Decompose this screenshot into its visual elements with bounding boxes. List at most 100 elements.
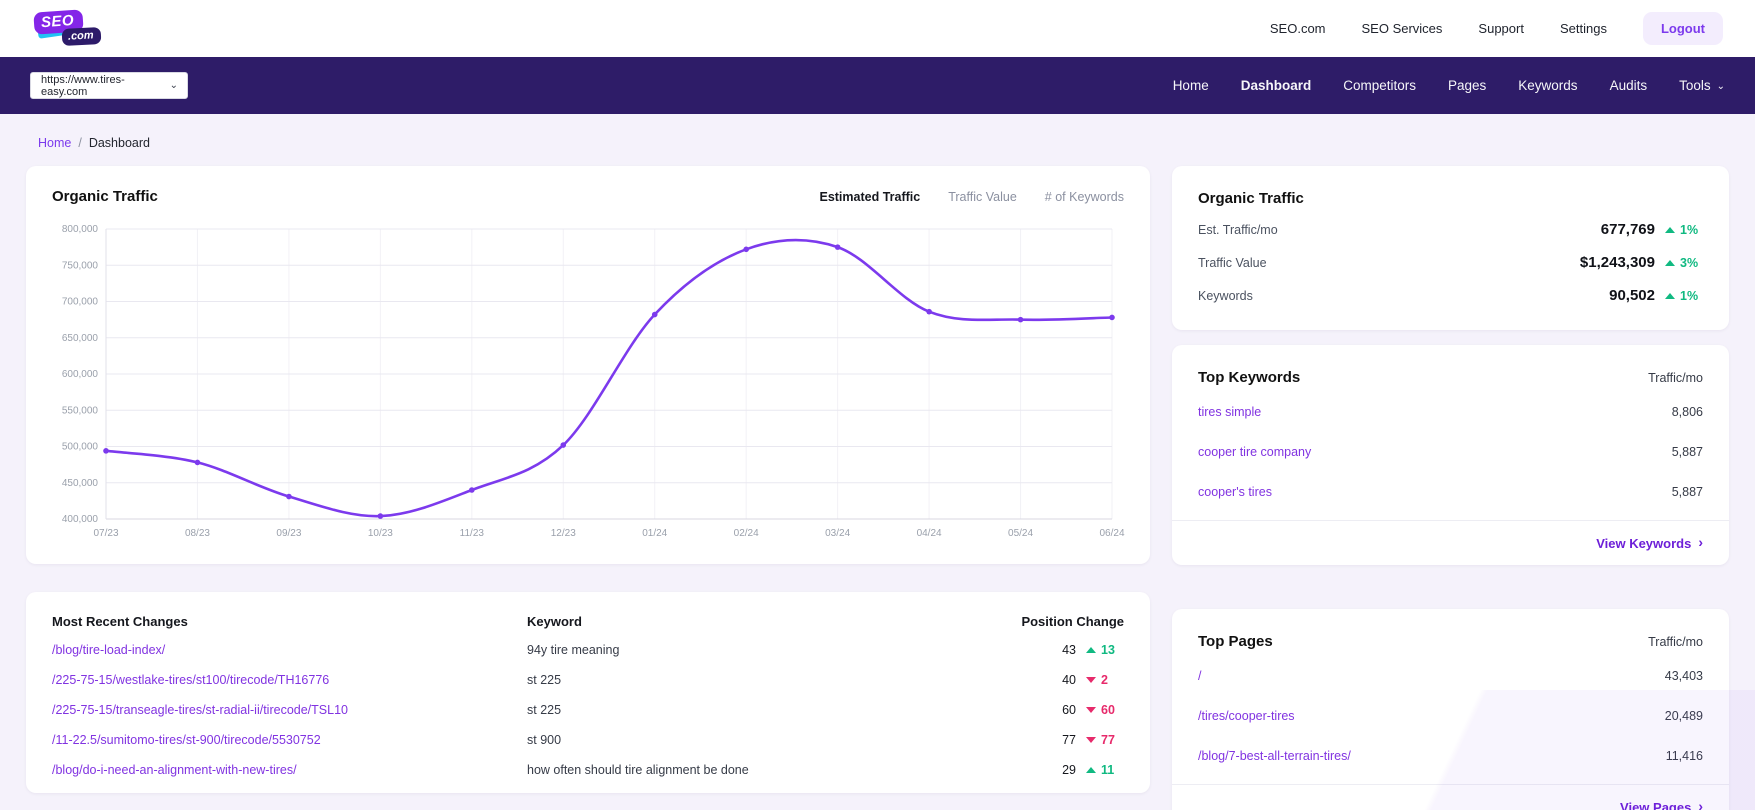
list-item: /blog/7-best-all-terrain-tires/ 11,416: [1198, 749, 1703, 763]
site-selector-dropdown[interactable]: https://www.tires-easy.com ⌄: [30, 72, 188, 99]
tab-num-keywords[interactable]: # of Keywords: [1044, 189, 1124, 204]
top-nav-support[interactable]: Support: [1478, 21, 1524, 36]
list-item: cooper's tires 5,887: [1198, 485, 1703, 499]
svg-text:450,000: 450,000: [62, 478, 99, 489]
top-header: SEO .com SEO.com SEO Services Support Se…: [0, 0, 1755, 57]
table-row-keyword: 94y tire meaning: [527, 643, 620, 657]
page-link[interactable]: /: [1198, 669, 1202, 683]
top-pages-title: Top Pages: [1198, 633, 1273, 650]
svg-text:550,000: 550,000: [62, 405, 99, 416]
tab-dashboard[interactable]: Dashboard: [1240, 78, 1312, 93]
svg-text:800,000: 800,000: [62, 224, 99, 235]
tab-keywords[interactable]: Keywords: [1518, 78, 1578, 93]
svg-text:600,000: 600,000: [62, 369, 99, 380]
tab-estimated-traffic[interactable]: Estimated Traffic: [819, 189, 921, 204]
table-row-page-link: /blog/do-i-need-an-alignment-with-new-ti…: [52, 763, 297, 777]
chevron-right-icon: ›: [1698, 534, 1703, 550]
keyword-link[interactable]: cooper tire company: [1198, 445, 1312, 459]
table-row-keyword: st 900: [527, 733, 562, 747]
site-selector-value: https://www.tires-easy.com: [41, 73, 125, 98]
table-row-keyword: st 225: [527, 703, 562, 717]
svg-text:400,000: 400,000: [62, 514, 99, 525]
table-row-position: 40 2: [1062, 673, 1108, 687]
chart-card-title: Organic Traffic: [52, 188, 158, 205]
tab-competitors[interactable]: Competitors: [1343, 78, 1416, 93]
changes-header-page: Most Recent Changes: [52, 614, 188, 629]
breadcrumb: Home / Dashboard: [38, 136, 1729, 150]
tab-tools-label: Tools: [1679, 78, 1711, 93]
list-item: cooper tire company 5,887: [1198, 445, 1703, 459]
tab-pages[interactable]: Pages: [1448, 78, 1487, 93]
svg-text:11/23: 11/23: [460, 528, 485, 539]
organic-traffic-stats-card: Organic Traffic Est. Traffic/mo 677,769 …: [1172, 166, 1729, 330]
change-arrow-icon: [1086, 707, 1096, 713]
table-row-page-link: /blog/tire-load-index/: [52, 643, 166, 657]
svg-text:06/24: 06/24: [1099, 528, 1124, 539]
breadcrumb-separator: /: [78, 136, 82, 150]
organic-traffic-chart-card: Organic Traffic Estimated Traffic Traffi…: [26, 166, 1150, 564]
page-link[interactable]: /tires/cooper-tires: [1198, 709, 1295, 723]
breadcrumb-current: Dashboard: [88, 136, 150, 150]
site-navbar: https://www.tires-easy.com ⌄ Home Dashbo…: [0, 57, 1755, 114]
table-row-keyword: st 225: [527, 673, 562, 687]
change-arrow-icon: [1086, 767, 1096, 773]
most-recent-changes-card: Most Recent Changes Keyword Position Cha…: [26, 592, 1150, 793]
seo-com-logo[interactable]: SEO .com: [32, 8, 102, 49]
svg-text:650,000: 650,000: [62, 333, 99, 344]
table-row-page-link: /225-75-15/transeagle-tires/st-radial-ii…: [52, 703, 348, 717]
chart-metric-tabs: Estimated Traffic Traffic Value # of Key…: [819, 190, 1124, 204]
tab-tools[interactable]: Tools ⌄: [1679, 78, 1725, 93]
svg-text:01/24: 01/24: [642, 528, 667, 539]
view-keywords-link[interactable]: View Keywords ›: [1596, 534, 1703, 551]
svg-text:10/23: 10/23: [368, 528, 393, 539]
top-nav: SEO.com SEO Services Support Settings Lo…: [1270, 12, 1723, 45]
changes-header-position: Position Change: [1021, 614, 1124, 629]
svg-text:05/24: 05/24: [1008, 528, 1033, 539]
change-arrow-icon: [1086, 647, 1096, 653]
changes-header-keyword: Keyword: [527, 614, 582, 629]
chevron-right-icon: ›: [1698, 798, 1703, 810]
view-pages-link[interactable]: View Pages ›: [1620, 798, 1703, 810]
svg-text:04/24: 04/24: [917, 528, 942, 539]
keyword-link[interactable]: tires simple: [1198, 405, 1262, 419]
stats-card-title: Organic Traffic: [1198, 190, 1304, 207]
site-menu: Home Dashboard Competitors Pages Keyword…: [1173, 78, 1725, 93]
svg-text:700,000: 700,000: [62, 297, 99, 308]
logout-button[interactable]: Logout: [1642, 12, 1723, 45]
tab-traffic-value[interactable]: Traffic Value: [948, 189, 1017, 204]
stat-row-est-traffic: Est. Traffic/mo 677,769 1%: [1198, 221, 1699, 238]
organic-traffic-line-chart: 400,000 450,000 500,000 550,000 600,000 650,0…: [52, 215, 1125, 545]
stat-row-traffic-value: Traffic Value $1,243,309 3%: [1198, 254, 1699, 271]
trend-up-icon: [1665, 259, 1675, 266]
top-nav-seo-com[interactable]: SEO.com: [1269, 21, 1326, 36]
tab-home[interactable]: Home: [1172, 78, 1209, 93]
tab-audits[interactable]: Audits: [1609, 78, 1648, 93]
list-item: /tires/cooper-tires 20,489: [1198, 709, 1703, 723]
table-row-keyword: how often should tire alignment be done: [527, 763, 749, 777]
svg-text:750,000: 750,000: [62, 260, 99, 271]
svg-text:03/24: 03/24: [825, 528, 850, 539]
trend-up-icon: [1665, 226, 1675, 233]
svg-text:07/23: 07/23: [93, 528, 118, 539]
stat-row-keywords: Keywords 90,502 1%: [1198, 287, 1699, 304]
table-row-page-link: /225-75-15/westlake-tires/st100/tirecode…: [52, 673, 330, 687]
table-row-position: 77 77: [1062, 733, 1115, 747]
logo-com-text: .com: [61, 26, 102, 46]
table-row-position: 29 11: [1062, 763, 1115, 777]
top-nav-settings[interactable]: Settings: [1559, 21, 1607, 36]
top-nav-seo-services[interactable]: SEO Services: [1361, 21, 1443, 36]
table-row-position: 60 60: [1062, 703, 1115, 717]
page-link[interactable]: /blog/7-best-all-terrain-tires/: [1198, 749, 1351, 763]
svg-text:02/24: 02/24: [734, 528, 759, 539]
main-content: Home / Dashboard Organic Traffic Estimat…: [0, 114, 1755, 810]
top-keywords-title: Top Keywords: [1198, 369, 1301, 386]
list-item: tires simple 8,806: [1198, 405, 1703, 419]
change-arrow-icon: [1086, 677, 1096, 683]
table-row-position: 43 13: [1062, 643, 1115, 657]
chevron-down-icon: ⌄: [1716, 81, 1725, 92]
list-item: / 43,403: [1198, 669, 1703, 683]
traffic-column-header: Traffic/mo: [1648, 635, 1703, 649]
breadcrumb-home-link[interactable]: Home: [38, 136, 72, 150]
keyword-link[interactable]: cooper's tires: [1198, 485, 1272, 499]
svg-text:09/23: 09/23: [276, 528, 301, 539]
